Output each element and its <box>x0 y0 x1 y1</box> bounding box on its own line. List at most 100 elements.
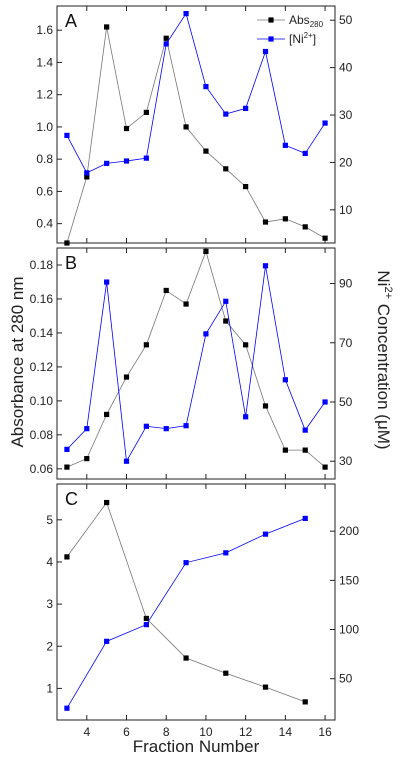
data-point <box>104 499 110 506</box>
data-point <box>183 301 189 307</box>
data-point <box>163 287 169 294</box>
data-point <box>223 670 229 676</box>
data-point <box>104 160 110 166</box>
x-tick-label: 8 <box>163 725 170 739</box>
panel-b: 0.06 0.08 0.10 0.12 0.14 0.16 0.18 30 50 70 90 B <box>30 247 353 480</box>
data-point <box>143 423 149 429</box>
y-left-tick-label: 1.0 <box>36 120 53 134</box>
data-point <box>282 216 288 222</box>
data-point <box>123 158 130 164</box>
data-point <box>322 120 328 126</box>
data-point <box>282 377 288 383</box>
data-point <box>262 263 269 269</box>
y-right-tick-label: 70 <box>339 336 353 350</box>
legend-marker <box>268 36 274 42</box>
y-right-tick-label: 100 <box>339 623 359 637</box>
data-point <box>302 447 308 453</box>
y-left-tick-label: 0.16 <box>30 292 54 306</box>
data-point <box>84 456 90 462</box>
legend: Abs280 [Ni2+] <box>257 13 324 46</box>
y-left-tick-label: 0.8 <box>36 152 53 166</box>
y-left-tick-label: 0.12 <box>30 360 54 374</box>
y-left-tick-label: 3 <box>46 597 53 611</box>
y-left-tick-label: 1.6 <box>36 23 53 37</box>
y-left-tick-label: 0.08 <box>30 428 54 442</box>
data-point <box>163 41 169 47</box>
data-point <box>104 411 110 418</box>
legend-marker <box>268 17 274 23</box>
data-point <box>64 240 70 246</box>
y-left-tick-label: 2 <box>46 639 53 653</box>
x-tick-label: 16 <box>318 725 332 739</box>
y-left-tick-label: 1.4 <box>36 55 53 69</box>
data-point <box>282 142 288 148</box>
data-point <box>163 426 169 432</box>
data-point <box>64 705 70 711</box>
series-abs280 <box>64 499 308 705</box>
data-point <box>163 35 169 41</box>
y-left-tick-label: 5 <box>46 513 53 527</box>
data-point <box>64 464 70 470</box>
data-point <box>302 427 308 433</box>
series-line <box>66 26 326 244</box>
data-point <box>203 148 209 154</box>
data-point <box>143 342 149 348</box>
y-right-tick-label: 200 <box>339 524 359 538</box>
data-point <box>183 10 189 17</box>
x-tick-label: 10 <box>199 725 213 739</box>
data-point <box>302 515 308 522</box>
data-point <box>143 109 149 116</box>
data-point <box>123 374 130 380</box>
data-point <box>262 684 269 690</box>
data-point <box>84 174 90 180</box>
data-point <box>203 331 209 337</box>
panel-letter: B <box>65 253 77 273</box>
data-point <box>123 125 130 132</box>
series-line <box>66 250 326 468</box>
y-right-tick-label: 40 <box>339 61 353 75</box>
data-point <box>183 423 189 429</box>
data-point <box>183 560 189 566</box>
data-point <box>104 24 110 30</box>
data-point <box>84 426 90 432</box>
y-right-tick-label: 30 <box>339 454 353 468</box>
plot-frame <box>56 5 336 244</box>
y-axis-right-title: Ni2+ Concentration (μM) <box>374 270 394 449</box>
data-point <box>84 170 90 176</box>
data-point <box>282 447 288 453</box>
y-right-tick-label: 50 <box>339 13 353 27</box>
data-point <box>104 638 110 644</box>
data-point <box>123 458 130 464</box>
y-left-tick-label: 0.10 <box>30 394 54 408</box>
y-left-tick-label: 0.4 <box>36 217 53 231</box>
series-ni-concentration <box>64 263 328 464</box>
series-abs280 <box>64 24 328 246</box>
series-line <box>66 265 326 463</box>
data-point <box>183 124 189 130</box>
series-ni-concentration <box>64 10 328 176</box>
x-tick-label: 6 <box>123 725 130 739</box>
data-point <box>322 399 328 405</box>
y-left-tick-label: 0.14 <box>30 326 54 340</box>
data-point <box>223 111 229 117</box>
legend-label: [Ni2+] <box>289 31 316 46</box>
data-point <box>64 446 70 452</box>
legend-label: Abs280 <box>289 13 324 29</box>
panel-a: 0.4 0.6 0.8 1.0 1.2 1.4 1.6 10 20 30 40 50 A <box>36 5 353 246</box>
data-point <box>302 150 308 157</box>
legend-entry: Abs280 <box>257 13 324 29</box>
plot-frame <box>56 483 336 721</box>
y-left-tick-label: 4 <box>46 555 53 569</box>
data-point <box>143 615 149 622</box>
data-point <box>322 235 328 241</box>
series-abs280 <box>64 248 328 470</box>
x-axis-title: Fraction Number <box>133 737 260 756</box>
data-point <box>203 83 209 90</box>
data-point <box>243 183 249 190</box>
x-tick-label: 12 <box>239 725 253 739</box>
y-right-tick-label: 50 <box>339 672 353 686</box>
data-point <box>243 414 249 420</box>
data-point <box>223 550 229 556</box>
data-point <box>262 48 269 55</box>
